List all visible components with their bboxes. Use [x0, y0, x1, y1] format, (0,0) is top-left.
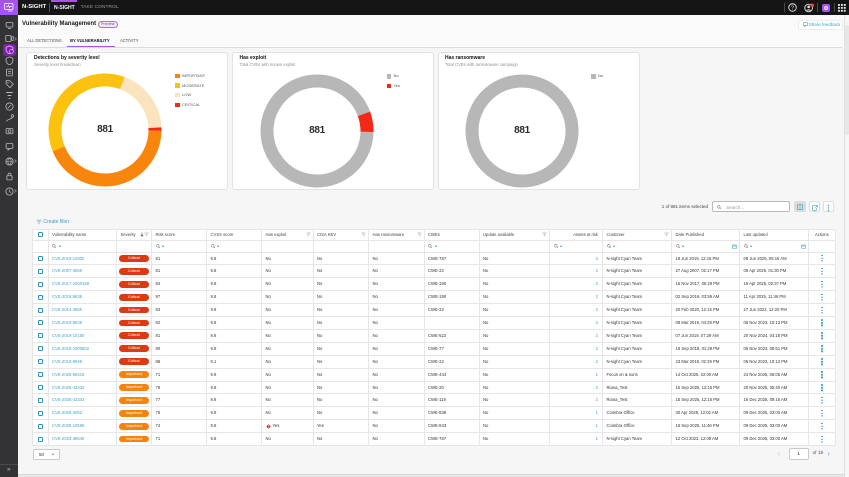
svg-text:?: ? — [791, 5, 794, 11]
